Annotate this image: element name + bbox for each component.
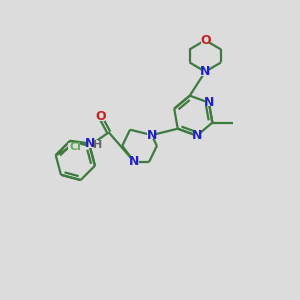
Bar	[201, 36, 209, 44]
Text: N: N	[146, 129, 157, 142]
Text: H: H	[93, 140, 102, 150]
Bar	[205, 99, 213, 106]
Text: N: N	[192, 129, 202, 142]
Text: N: N	[200, 65, 210, 78]
Bar	[96, 113, 105, 121]
Text: N: N	[204, 96, 214, 109]
Bar	[130, 158, 139, 166]
Bar	[193, 132, 201, 140]
Text: O: O	[200, 34, 211, 47]
Bar	[148, 131, 156, 139]
Text: O: O	[95, 110, 106, 123]
Bar	[68, 143, 79, 151]
Bar	[201, 68, 209, 76]
Text: N: N	[129, 155, 140, 168]
Text: Cl: Cl	[70, 142, 82, 152]
Bar	[87, 140, 98, 148]
Text: N: N	[85, 137, 95, 150]
